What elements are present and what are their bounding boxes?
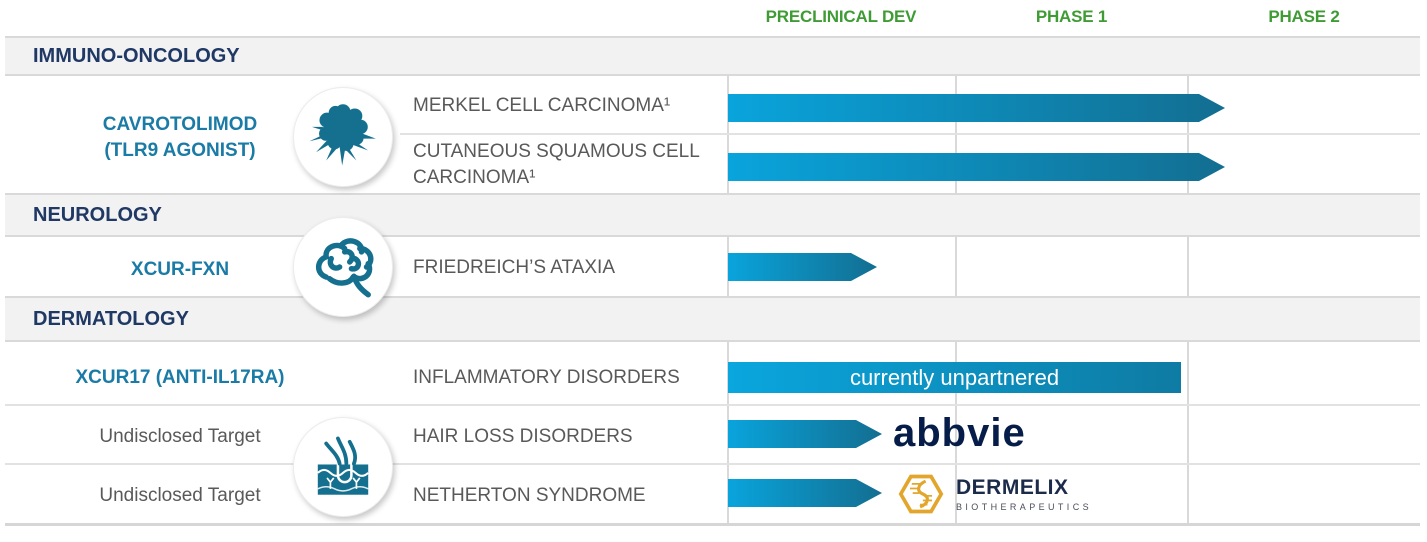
program-name-line2: (TLR9 AGONIST) <box>104 140 256 161</box>
phase-column-gridline <box>1187 36 1189 523</box>
abbvie-logo: abbvie <box>893 411 1026 455</box>
section-title: DERMATOLOGY <box>33 307 189 330</box>
program-undisclosed-hairloss: Undisclosed Target <box>99 426 261 447</box>
section-header-immuno-oncology: IMMUNO-ONCOLOGY <box>5 36 1420 76</box>
row-divider <box>5 404 1420 406</box>
dermelix-subtitle: BIOTHERAPEUTICS <box>956 501 1093 512</box>
indication-merkel: MERKEL CELL CARCINOMA¹ <box>413 95 671 116</box>
program-name-line1: CAVROTOLIMOD <box>102 114 258 135</box>
progress-arrow-netherton <box>728 479 882 507</box>
section-title: IMMUNO-ONCOLOGY <box>33 44 240 67</box>
program-xcur-fxn: XCUR-FXN <box>130 259 230 280</box>
program-xcur17: XCUR17 (ANTI-IL17RA) <box>75 367 285 388</box>
dermelix-hexagon-icon <box>898 474 944 514</box>
brain-icon <box>293 217 393 317</box>
indication-inflammatory: INFLAMMATORY DISORDERS <box>413 367 680 388</box>
progress-arrow-merkel <box>728 94 1225 122</box>
section-header-dermatology: DERMATOLOGY <box>5 296 1420 342</box>
skin-hair-follicle-icon <box>293 417 393 517</box>
progress-bar-inflammatory: currently unpartnered <box>728 362 1181 393</box>
indication-netherton: NETHERTON SYNDROME <box>413 485 646 506</box>
section-title: NEUROLOGY <box>33 203 162 226</box>
phase-header-phase2: PHASE 2 <box>1268 7 1340 26</box>
indication-friedreich: FRIEDREICH’S ATAXIA <box>413 257 615 278</box>
dermelix-logo: DERMELIX BIOTHERAPEUTICS <box>898 470 1092 518</box>
progress-arrow-hairloss <box>728 420 882 448</box>
phase-header-phase1: PHASE 1 <box>1035 7 1108 26</box>
tumor-cell-icon <box>293 87 393 187</box>
unpartnered-label: currently unpartnered <box>849 364 1060 390</box>
progress-arrow-cutaneous <box>728 153 1225 181</box>
row-divider <box>5 463 1420 465</box>
dermelix-name: DERMELIX <box>956 475 1069 499</box>
row-divider <box>400 133 1420 135</box>
phase-column-gridline <box>955 36 957 523</box>
section-header-neurology: NEUROLOGY <box>5 193 1420 237</box>
program-cavrotolimod: CAVROTOLIMOD (TLR9 AGONIST) <box>50 112 310 164</box>
program-undisclosed-netherton: Undisclosed Target <box>99 485 261 506</box>
indication-hairloss: HAIR LOSS DISORDERS <box>413 426 633 447</box>
indication-cutaneous: CUTANEOUS SQUAMOUS CELL CARCINOMA¹ <box>413 141 700 188</box>
table-bottom-border <box>5 523 1420 526</box>
phase-header-preclinical: PRECLINICAL DEV <box>765 7 917 26</box>
progress-arrow-friedreich <box>728 253 877 281</box>
